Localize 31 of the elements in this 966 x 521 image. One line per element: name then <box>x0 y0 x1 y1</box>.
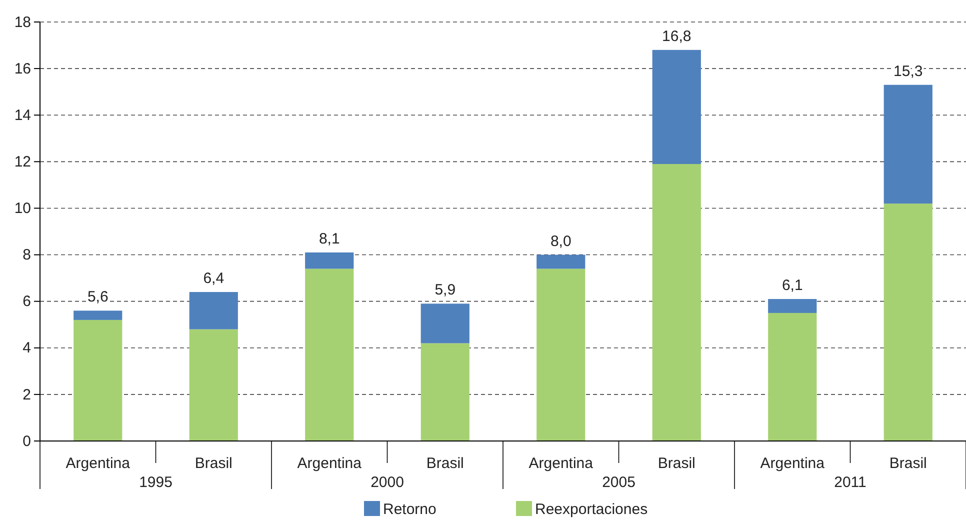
text: 2011 <box>834 474 866 491</box>
total-label: 6,1 <box>782 277 803 294</box>
total-label: 8,1 <box>318 230 340 248</box>
x-tick-label: Brasil <box>889 455 927 472</box>
x-tick-label: Brasil <box>426 455 464 472</box>
total-label: 15,3 <box>894 62 923 80</box>
x-tick-label: Argentina <box>66 455 131 472</box>
y-tick-label: 2 <box>22 386 31 404</box>
total-label: 6,4 <box>203 270 224 288</box>
x-tick-label: Argentina <box>297 455 362 472</box>
total-label: 5,9 <box>434 282 456 299</box>
y-tick-label: 4 <box>22 340 31 357</box>
y-tick-label: 10 <box>14 200 31 218</box>
y-tick-label: 0 <box>22 432 31 450</box>
y-tick-label: 12 <box>14 153 31 170</box>
x-tick-label: Argentina <box>528 455 594 472</box>
x-tick-label: Brasil <box>658 455 696 472</box>
y-tick-label: 16 <box>14 60 31 78</box>
legend-label: Reexportaciones <box>535 501 648 518</box>
text: 2000 <box>370 474 404 491</box>
y-tick-label: 6 <box>22 293 31 310</box>
x-tick-label: Argentina <box>760 455 826 472</box>
total-label: 16,8 <box>662 28 692 45</box>
x-tick-label: Brasil <box>194 455 232 472</box>
text: 2005 <box>602 474 636 491</box>
y-tick-label: 18 <box>14 14 31 31</box>
text: 1995 <box>139 474 172 491</box>
legend-label: Retorno <box>383 501 436 518</box>
y-tick-label: 8 <box>22 246 31 264</box>
total-label: 8,0 <box>550 232 572 250</box>
y-tick-label: 14 <box>14 106 31 124</box>
